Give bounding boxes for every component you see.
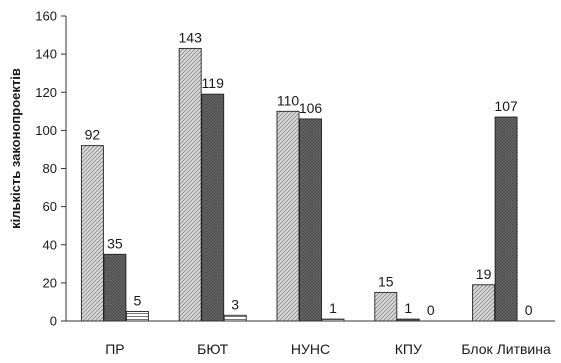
y-tick-label: 160 <box>35 9 57 24</box>
y-axis-title: кількість законопроектів <box>8 68 23 229</box>
data-label: 5 <box>134 292 142 308</box>
y-axis-ticks: 0 20 40 60 80 100 120 140 160 <box>35 9 66 329</box>
y-tick-label: 60 <box>43 199 57 214</box>
category-label: НУНС <box>291 341 330 357</box>
bar <box>201 93 225 322</box>
data-label: 107 <box>494 98 518 114</box>
bar <box>374 291 398 322</box>
data-label: 19 <box>476 266 492 282</box>
data-label: 110 <box>277 92 300 108</box>
y-tick-label: 100 <box>35 123 57 138</box>
data-label: 119 <box>202 75 225 91</box>
data-label: 15 <box>378 273 394 289</box>
data-label: 3 <box>231 296 239 312</box>
category-label: БЮТ <box>197 341 229 357</box>
category-label: КПУ <box>395 341 422 357</box>
bar <box>223 314 247 322</box>
bars <box>80 47 518 322</box>
bar <box>125 311 149 322</box>
bar <box>178 47 202 322</box>
data-label: 1 <box>404 300 412 316</box>
bar <box>103 253 127 322</box>
y-tick-label: 120 <box>35 85 57 100</box>
bar <box>494 116 518 322</box>
data-label: 106 <box>299 100 323 116</box>
y-tick-label: 80 <box>43 161 57 176</box>
category-label: ПР <box>105 341 124 357</box>
bar <box>80 145 104 322</box>
data-label: 35 <box>107 235 123 251</box>
bar <box>472 284 496 322</box>
data-label: 92 <box>85 127 101 143</box>
y-tick-label: 140 <box>35 47 57 62</box>
category-labels: ПР БЮТ НУНС КПУ Блок Литвина <box>105 341 551 357</box>
data-label: 0 <box>525 302 533 318</box>
y-tick-label: 0 <box>50 314 57 329</box>
y-tick-label: 40 <box>43 237 57 252</box>
category-label: Блок Литвина <box>461 341 551 357</box>
bar <box>276 110 300 322</box>
data-label: 1 <box>329 300 337 316</box>
bar <box>299 118 322 322</box>
data-label: 0 <box>427 302 435 318</box>
y-tick-label: 20 <box>43 275 57 290</box>
data-label: 143 <box>179 29 203 45</box>
